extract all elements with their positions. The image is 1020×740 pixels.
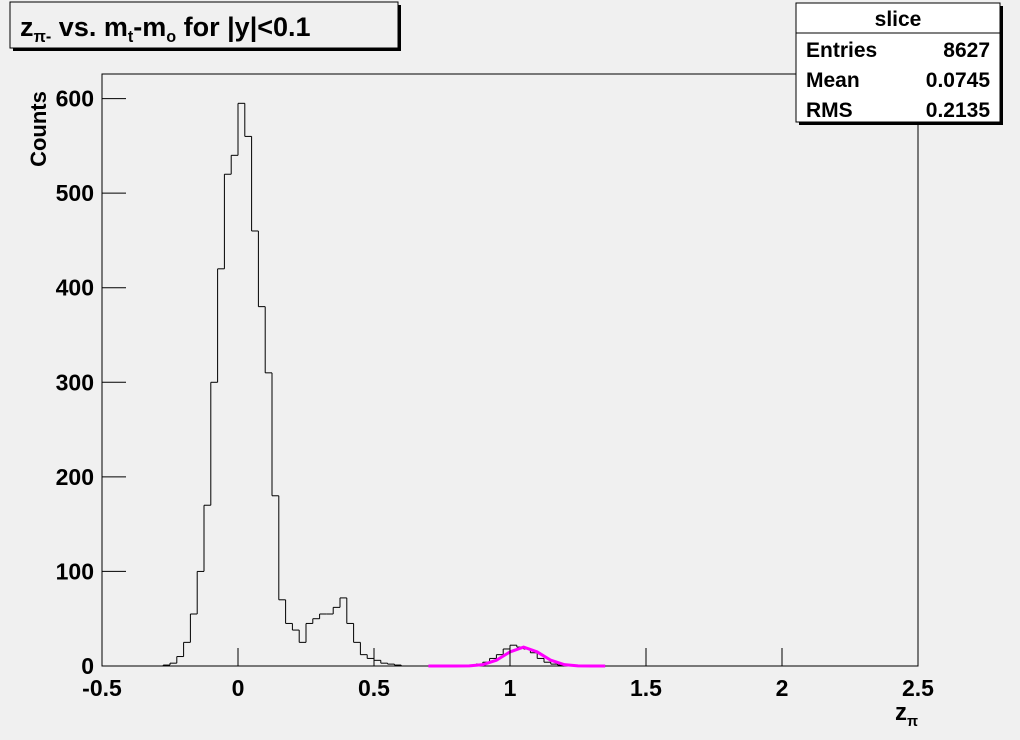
- fit-curve: [428, 645, 606, 668]
- x-tick-label: 1.5: [630, 675, 662, 701]
- title-box: [9, 1, 399, 49]
- y-tick-label: 200: [56, 464, 94, 490]
- stats-value: 0.0745: [926, 69, 991, 92]
- subscript: π-: [34, 28, 52, 46]
- y-tick-label: 300: [56, 369, 94, 395]
- x-tick-label: 2.5: [902, 675, 934, 701]
- plot-frame: [101, 73, 919, 667]
- y-tick-label: 400: [56, 275, 94, 301]
- stats-label: RMS: [806, 99, 853, 122]
- x-axis-label: zπ: [895, 699, 918, 730]
- stats-label: Entries: [806, 39, 877, 62]
- y-tick-label: 0: [81, 653, 94, 679]
- y-axis-label: Counts: [26, 91, 51, 167]
- text-run: -m: [133, 12, 166, 42]
- y-tick-label: 600: [56, 86, 94, 112]
- text-run: for |y|<0.1: [176, 12, 310, 42]
- x-tick-label: 2: [776, 675, 789, 701]
- x-tick-label: -0.5: [82, 675, 122, 701]
- plot-area: [156, 102, 606, 668]
- stats-value: 0.2135: [926, 99, 991, 122]
- x-tick-label: 0: [232, 675, 245, 701]
- subscript: o: [166, 28, 176, 46]
- subscript: t: [128, 28, 134, 46]
- text-run: vs. m: [51, 12, 128, 42]
- stats-title: slice: [875, 8, 922, 31]
- text-run: z: [20, 12, 34, 42]
- stats-label: Mean: [806, 69, 860, 92]
- chart-title: zπ- vs. mt-mo for |y|<0.1: [20, 12, 311, 46]
- x-tick-label: 1: [504, 675, 517, 701]
- y-tick-label: 100: [56, 558, 94, 584]
- text-run: z: [895, 699, 907, 726]
- x-tick-label: 0.5: [358, 675, 390, 701]
- subscript: π: [907, 714, 918, 730]
- y-tick-label: 500: [56, 180, 94, 206]
- stats-value: 8627: [943, 39, 990, 62]
- stats-box: [795, 2, 1001, 123]
